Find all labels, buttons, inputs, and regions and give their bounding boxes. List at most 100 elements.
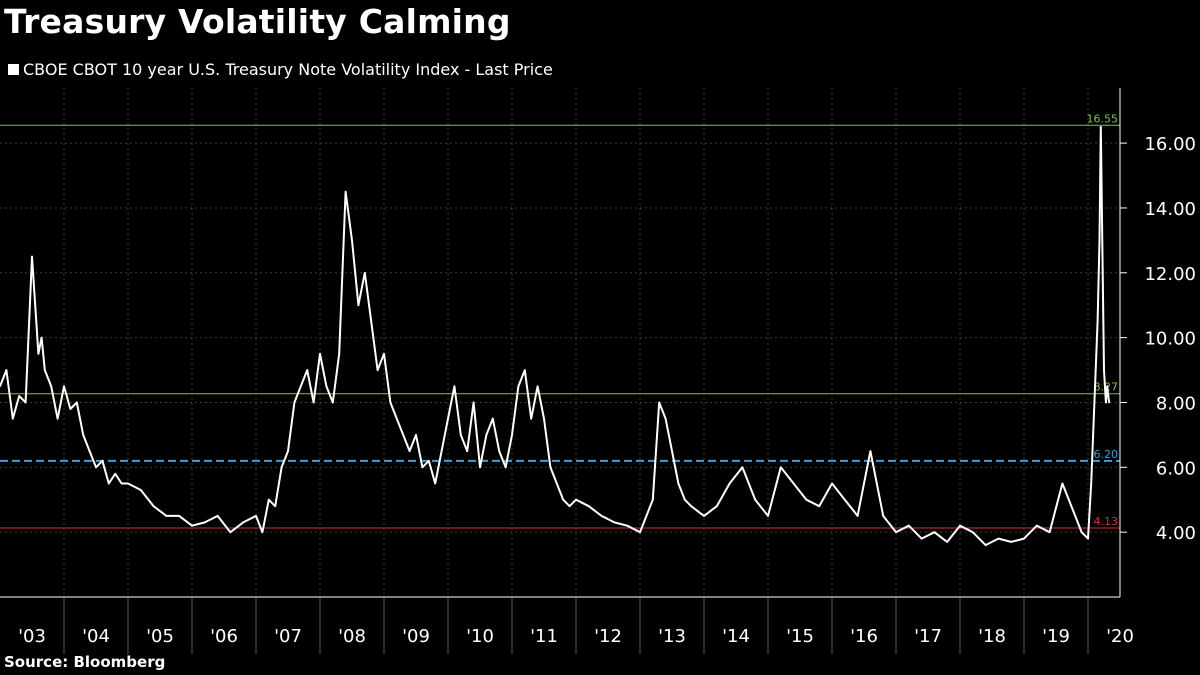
series-group [0, 125, 1111, 547]
data-point [831, 482, 833, 485]
data-point [56, 417, 59, 420]
data-point [671, 450, 673, 452]
data-point [261, 531, 264, 533]
data-point [946, 541, 948, 543]
data-point [332, 401, 334, 404]
data-point [626, 524, 628, 527]
data-point [1096, 320, 1099, 323]
y-tick-label: 12.00 [1144, 264, 1196, 285]
data-point [1106, 385, 1108, 388]
legend-swatch [8, 64, 19, 75]
data-point [568, 505, 571, 508]
x-tick-label: '08 [338, 626, 366, 647]
x-tick-label: '13 [658, 626, 686, 647]
data-point [402, 434, 405, 436]
data-point [703, 515, 705, 517]
data-point [933, 531, 936, 533]
data-point [69, 408, 72, 410]
reference-line-label: 6.20 [1094, 448, 1119, 461]
data-point [466, 450, 469, 452]
data-point [101, 460, 104, 462]
x-tick-label: '20 [1106, 626, 1134, 647]
data-point [984, 544, 987, 546]
data-point [856, 515, 859, 517]
data-point [575, 498, 577, 501]
data-point [383, 353, 385, 355]
legend-label: CBOE CBOT 10 year U.S. Treasury Note Vol… [23, 60, 553, 79]
x-tick-label: '09 [402, 626, 430, 647]
data-point [255, 515, 257, 517]
x-tick-label: '14 [722, 626, 750, 647]
grid-lines [0, 88, 1120, 597]
data-point [754, 498, 756, 501]
data-point [319, 353, 321, 355]
data-point [140, 489, 142, 491]
data-point [1093, 401, 1096, 404]
x-tick-label: '15 [786, 626, 814, 647]
legend: CBOE CBOT 10 year U.S. Treasury Note Vol… [8, 60, 553, 79]
data-point [869, 450, 872, 452]
data-point [716, 505, 718, 508]
data-point [370, 320, 373, 323]
data-point [1108, 401, 1110, 404]
data-point [472, 401, 475, 404]
data-point [805, 498, 808, 501]
data-point [844, 498, 846, 501]
data-point [191, 524, 193, 527]
data-point [530, 417, 532, 420]
data-point [959, 524, 961, 527]
y-tick-label: 16.00 [1144, 134, 1196, 155]
data-point [1080, 531, 1083, 533]
data-point [216, 515, 219, 517]
data-point [684, 498, 686, 501]
data-point [178, 515, 180, 517]
data-point [600, 515, 603, 517]
data-point [780, 466, 782, 469]
reference-line-label: 16.55 [1087, 112, 1119, 125]
data-point [229, 531, 232, 533]
data-point [204, 521, 206, 524]
data-point [818, 505, 820, 508]
x-tick-label: '04 [82, 626, 110, 647]
data-point [280, 466, 283, 469]
x-tick-label: '07 [274, 626, 302, 647]
y-tick-label: 14.00 [1144, 199, 1196, 220]
data-point [517, 385, 520, 388]
data-point [536, 385, 539, 388]
data-point [344, 190, 347, 193]
data-point [165, 515, 168, 517]
data-point [40, 336, 43, 339]
data-point [447, 417, 449, 420]
data-point [415, 434, 417, 436]
data-point [76, 401, 78, 404]
data-point [357, 304, 360, 307]
data-point [389, 401, 392, 404]
data-point [652, 498, 654, 501]
data-point [511, 434, 513, 436]
data-point [1036, 524, 1038, 527]
data-point [421, 466, 424, 469]
data-point [1103, 369, 1105, 371]
data-point [485, 434, 488, 436]
data-point [325, 385, 328, 388]
data-point [12, 417, 14, 420]
data-point [44, 369, 46, 371]
x-tick-label: '19 [1042, 626, 1070, 647]
data-point [396, 417, 398, 420]
data-point [440, 450, 443, 452]
data-point [63, 385, 65, 388]
data-point [274, 505, 277, 508]
y-tick-label: 8.00 [1156, 393, 1196, 414]
series-line [0, 125, 1111, 547]
data-point [767, 515, 769, 517]
data-point [908, 524, 910, 527]
data-point [1090, 482, 1092, 485]
data-point [1048, 531, 1051, 533]
data-point [492, 417, 494, 420]
data-point [1023, 537, 1025, 540]
data-point [997, 537, 1000, 540]
x-tick-label: '11 [530, 626, 558, 647]
data-point [0, 385, 1, 388]
data-point [677, 482, 680, 485]
